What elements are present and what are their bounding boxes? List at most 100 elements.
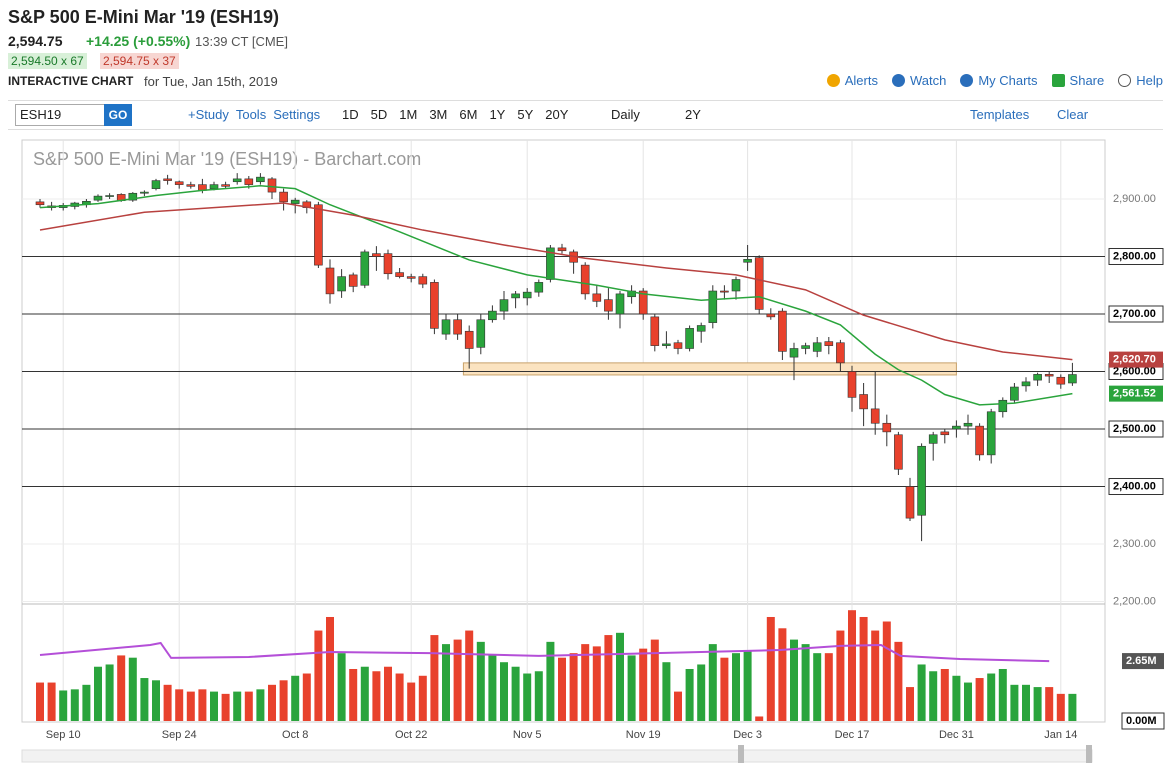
x-tick-label: Oct 8 (282, 729, 308, 741)
candle-body (580, 264, 590, 295)
candle-body (789, 348, 799, 358)
volume-bar (650, 639, 659, 721)
header-link[interactable]: Watch (892, 73, 946, 88)
candle-body (522, 291, 532, 299)
range-button[interactable]: 5Y (517, 107, 534, 122)
tick-tag (1108, 478, 1164, 496)
value-tag-label: 2,561.52 (1113, 388, 1156, 400)
candle-body (917, 445, 926, 516)
range-button[interactable]: 1D (342, 107, 359, 122)
quote-time: 13:39 CT [CME] (195, 34, 288, 49)
header-link[interactable]: My Charts (960, 73, 1037, 88)
volume-bar (372, 671, 381, 721)
volume-bar (592, 646, 601, 721)
volume-bar (302, 673, 311, 721)
scroll-handle[interactable] (1086, 745, 1092, 763)
candle-body (859, 394, 868, 410)
candle-body (870, 408, 880, 424)
volume-bar (256, 689, 265, 721)
candle-body (812, 342, 822, 352)
x-tick-label: Dec 17 (835, 729, 870, 741)
candle-body (464, 330, 474, 349)
candle-body (720, 290, 729, 293)
candle-body (546, 247, 555, 280)
tool-link[interactable]: +Study (188, 107, 229, 122)
header-link[interactable]: Share (1052, 73, 1105, 88)
range-button[interactable]: 1Y (489, 107, 506, 122)
candle-body (418, 276, 428, 285)
templates-menu[interactable]: Templates (970, 107, 1030, 122)
volume-bar (836, 630, 845, 721)
range-button[interactable]: 3M (429, 107, 448, 122)
volume-bar (1045, 687, 1054, 721)
candle-body (430, 282, 439, 329)
y-tick-label: 2,400.00 (1113, 480, 1156, 492)
volume-bar (604, 635, 613, 721)
candle-body (453, 319, 462, 335)
range-button[interactable]: 1M (399, 107, 418, 122)
volume-bar (859, 616, 868, 721)
period-select[interactable]: 2Y (685, 107, 701, 122)
volume-bar (511, 666, 520, 721)
volume-bar (848, 610, 856, 721)
range-button[interactable]: 6M (459, 107, 478, 122)
value-tag (1122, 653, 1164, 670)
volume-bar (418, 675, 427, 721)
scroll-handle[interactable] (738, 745, 744, 763)
candle-body (35, 201, 45, 206)
candle-body (360, 251, 370, 286)
header-links: Alerts Watch My Charts Share Help (827, 73, 1163, 88)
tick-tag (1108, 247, 1164, 265)
candle-body (952, 425, 961, 430)
volume-bar (917, 664, 926, 721)
volume-bar (755, 716, 764, 721)
x-tick-label: Sep 24 (162, 729, 197, 741)
volume-bar (198, 689, 207, 721)
volume-bar (616, 632, 624, 721)
candle-body (244, 178, 254, 185)
candle-body (592, 293, 602, 302)
interval-select[interactable]: Daily (611, 107, 640, 122)
volume-bar (82, 684, 91, 721)
volume-bar (987, 673, 996, 721)
volume-bar (360, 666, 369, 721)
candle-body (163, 178, 172, 181)
volume-bar (395, 673, 404, 721)
scrollbar[interactable] (21, 749, 1093, 763)
volume-bar (233, 691, 242, 721)
candle-body (928, 434, 938, 444)
chart-date: for Tue, Jan 15th, 2019 (144, 74, 278, 89)
volume-bar (36, 682, 44, 721)
volume-bar (105, 664, 114, 721)
candle-body (174, 181, 184, 185)
range-button[interactable]: 5D (370, 107, 388, 122)
range-button[interactable]: 20Y (545, 107, 569, 122)
volume-bar (47, 682, 56, 721)
volume-bar (70, 689, 79, 721)
volume-bar (708, 644, 717, 721)
clear-button[interactable]: Clear (1057, 107, 1089, 122)
candle-body (766, 313, 776, 318)
y-tick-label: 2,600.00 (1113, 365, 1156, 377)
tool-link[interactable]: Tools (235, 107, 267, 122)
volume-bar (500, 662, 508, 721)
symbol-input[interactable]: ESH19 (15, 104, 105, 126)
volume-bar (766, 616, 775, 721)
volume-bar (546, 641, 555, 721)
candle-body (754, 257, 764, 310)
header-link[interactable]: Help (1118, 73, 1163, 88)
header-link[interactable]: Alerts (827, 73, 878, 88)
x-tick-label: Sep 10 (46, 729, 81, 741)
volume-bar (314, 630, 323, 721)
volume-bar (175, 689, 184, 721)
moving-average (39, 641, 1050, 663)
volume-bar (558, 657, 566, 721)
tool-link[interactable]: Settings (273, 107, 321, 122)
volume-bar (186, 691, 195, 721)
volume-bar (790, 639, 798, 721)
volume-bar (152, 680, 160, 721)
ask: 2,594.75 x 37 (100, 53, 179, 69)
volume-bar (824, 653, 833, 721)
go-button[interactable]: GO (104, 104, 132, 126)
candle-body (696, 325, 706, 332)
